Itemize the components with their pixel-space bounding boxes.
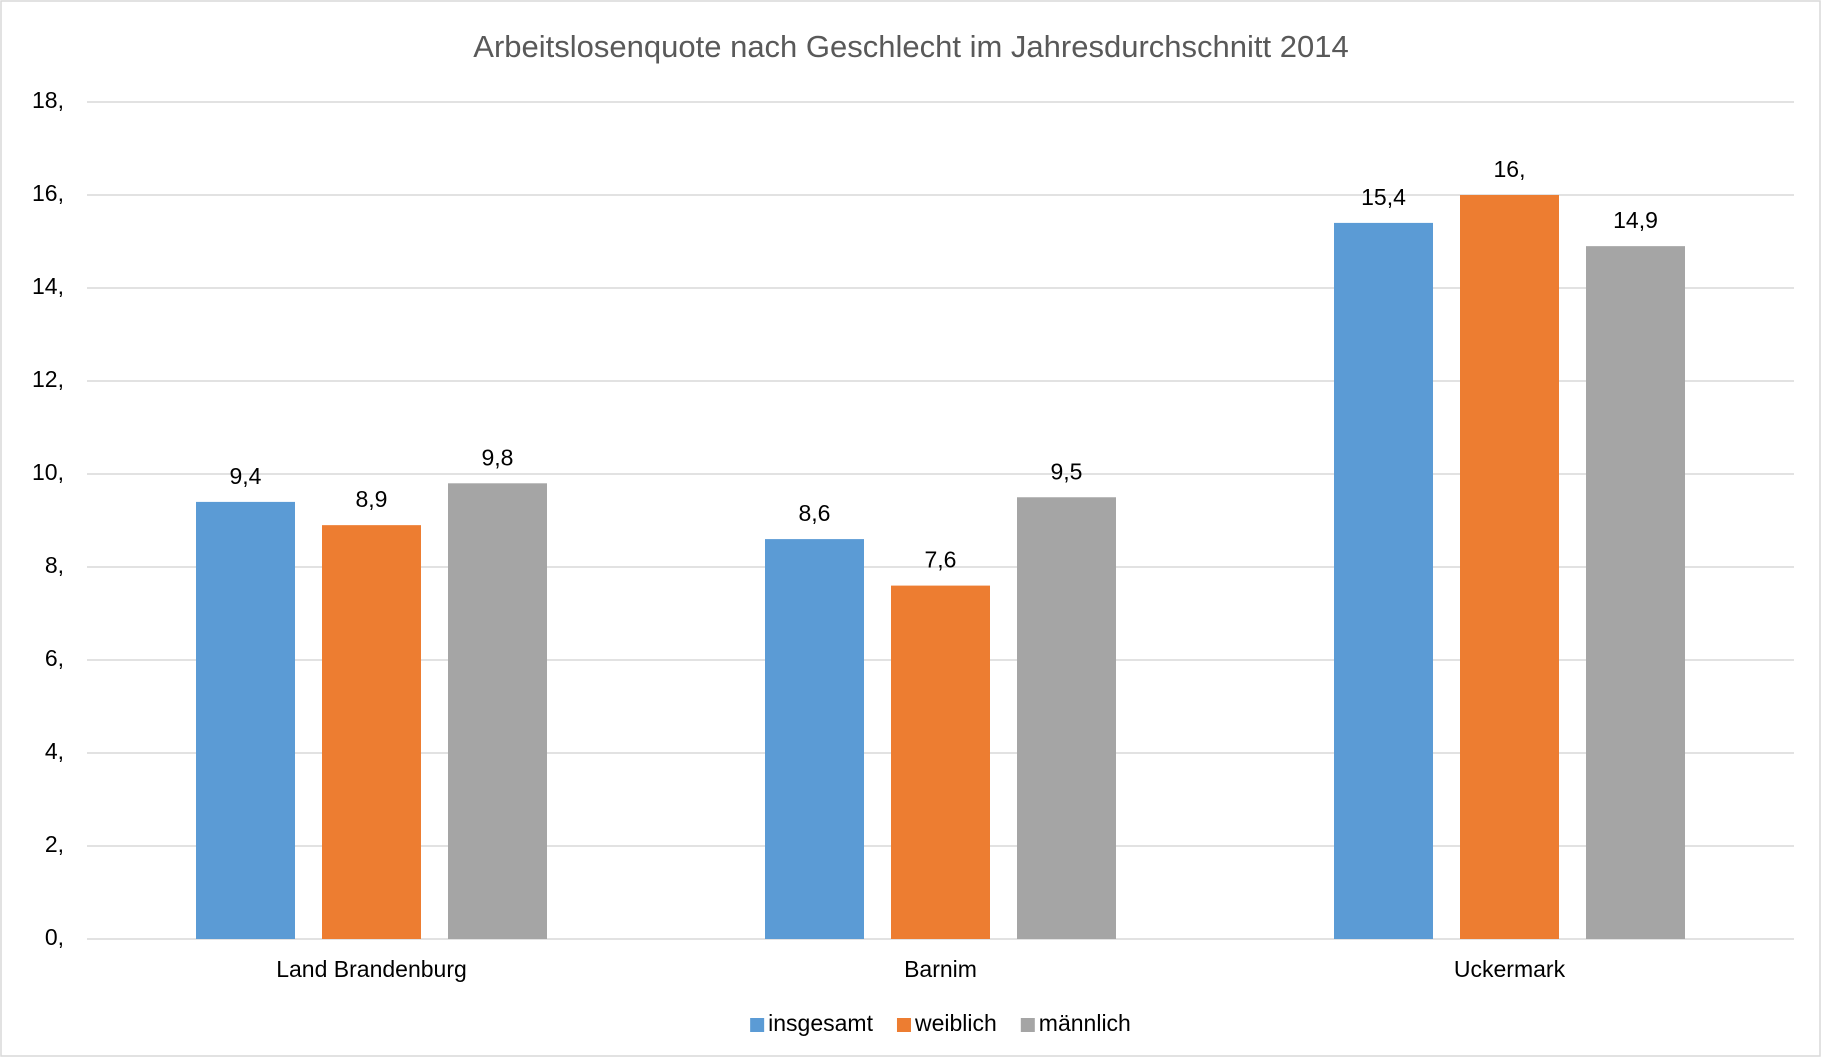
value-label: 16, (1494, 156, 1526, 182)
y-tick-label: 6, (45, 645, 64, 671)
legend-swatch (1020, 1018, 1035, 1032)
y-tick-label: 4, (45, 738, 64, 764)
value-label: 9,8 (482, 444, 514, 470)
legend-swatch (896, 1018, 911, 1032)
value-label: 9,4 (230, 463, 262, 489)
bar (1460, 195, 1559, 939)
y-tick-label: 12, (32, 366, 64, 392)
bar (891, 585, 990, 939)
y-tick-label: 8, (45, 552, 64, 578)
chart-title: Arbeitslosenquote nach Geschlecht im Jah… (473, 29, 1348, 64)
x-tick-label: Uckermark (1454, 956, 1566, 982)
y-tick-label: 2, (45, 831, 64, 857)
value-label: 8,9 (356, 486, 388, 512)
y-tick-label: 16, (32, 180, 64, 206)
legend-label: insgesamt (768, 1010, 873, 1036)
legend-label: weiblich (914, 1010, 997, 1036)
y-tick-label: 18, (32, 87, 64, 113)
x-tick-label: Barnim (904, 956, 977, 982)
bar (322, 525, 421, 939)
bar (1017, 497, 1116, 939)
value-label: 7,6 (925, 547, 957, 573)
bar (765, 539, 864, 939)
legend-swatch (750, 1018, 765, 1032)
value-label: 14,9 (1613, 207, 1658, 233)
y-tick-label: 10, (32, 459, 64, 485)
value-label: 9,5 (1051, 458, 1083, 484)
legend-label: männlich (1039, 1010, 1131, 1036)
y-tick-label: 14, (32, 273, 64, 299)
value-label: 15,4 (1361, 184, 1406, 210)
bar (196, 501, 295, 939)
y-tick-label: 0, (45, 924, 64, 950)
bar (1334, 222, 1433, 939)
value-label: 8,6 (799, 500, 831, 526)
bar (448, 483, 547, 939)
bar (1586, 246, 1685, 939)
x-tick-label: Land Brandenburg (276, 956, 467, 982)
